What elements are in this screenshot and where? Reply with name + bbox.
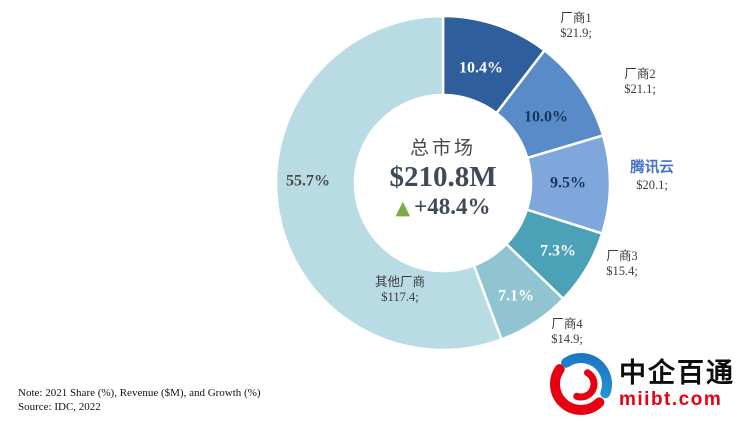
vendor-name: 其他厂商 — [374, 275, 425, 289]
vendor-revenue: $15.4; — [606, 264, 638, 278]
donut-center-label: 总市场 $210.8M ▲ +48.4% — [343, 133, 543, 221]
vendor-name: 厂商3 — [606, 249, 638, 263]
brand-swirl-icon — [550, 353, 612, 415]
slice-share-label-厂商1: 10.4% — [459, 60, 503, 77]
total-market-growth: ▲ +48.4% — [343, 194, 543, 221]
vendor-name: 厂商2 — [624, 67, 656, 81]
vendor-revenue: $21.1; — [624, 82, 656, 96]
vendor-callout-3: 厂商3 $15.4; — [562, 249, 682, 279]
footnote-note: Note: 2021 Share (%), Revenue ($M), and … — [18, 387, 261, 399]
total-market-title: 总市场 — [409, 138, 476, 159]
brand-name: 中企百通 — [619, 358, 735, 388]
vendor-revenue: $14.9; — [551, 332, 583, 346]
vendor-callout-tencent-cloud: 腾讯云 $20.1; — [592, 159, 712, 193]
footnote-source: Source: IDC, 2022 — [18, 401, 101, 413]
vendor-revenue: $20.1; — [636, 178, 668, 192]
slice-share-label-其他厂商: 55.7% — [286, 173, 330, 190]
brand-logo: 中企百通 miibt.com — [548, 351, 735, 417]
vendor-revenue: $21.9; — [560, 26, 592, 40]
vendor-revenue: $117.4; — [381, 290, 419, 304]
vendor-callout-others: 其他厂商 $117.4; — [340, 275, 460, 305]
vendor-callout-2: 厂商2 $21.1; — [580, 67, 700, 97]
slice-share-label-厂商2: 10.0% — [524, 109, 568, 126]
chart-footnote: Note: 2021 Share (%), Revenue ($M), and … — [18, 386, 261, 414]
vendor-callout-4: 厂商4 $14.9; — [507, 317, 627, 347]
slice-share-label-厂商3: 7.3% — [540, 243, 576, 260]
brand-domain: miibt.com — [619, 389, 723, 410]
vendor-callout-1: 厂商1 $21.9; — [516, 11, 636, 41]
vendor-name: 腾讯云 — [630, 160, 674, 176]
vendor-name: 厂商1 — [560, 11, 592, 25]
donut-slice-其他厂商 — [274, 14, 503, 352]
growth-up-triangle-icon: ▲ — [395, 197, 411, 219]
slice-share-label-腾讯云: 9.5% — [550, 175, 586, 192]
vendor-name: 厂商4 — [551, 317, 583, 331]
slice-share-label-厂商4: 7.1% — [498, 288, 534, 305]
total-market-revenue: $210.8M — [389, 161, 497, 193]
growth-value: +48.4% — [414, 194, 491, 219]
